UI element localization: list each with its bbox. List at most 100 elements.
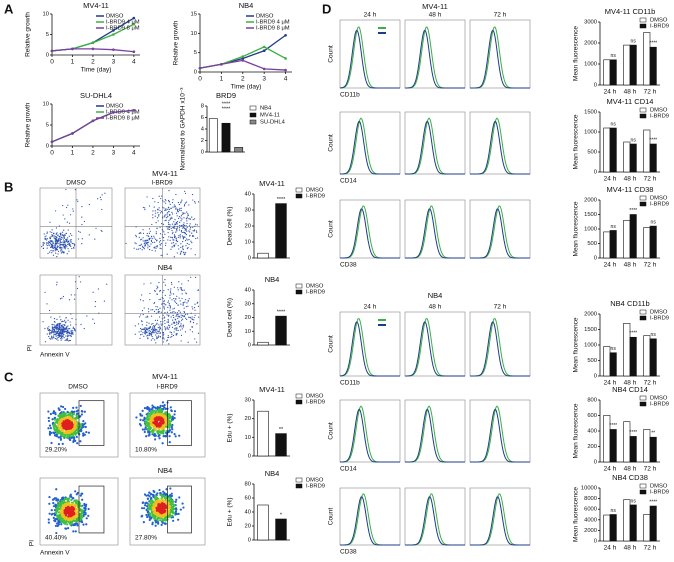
y-tick-label: 40: [245, 510, 251, 516]
flow-dot: [171, 299, 173, 301]
density-dot: [150, 493, 153, 496]
bar: [629, 436, 637, 463]
flow-dot: [142, 232, 145, 234]
density-dot: [52, 505, 56, 508]
y-tick-label: 2000: [584, 198, 597, 204]
flow-dot: [63, 337, 65, 339]
density-dot: [64, 430, 67, 434]
flow-dot: [52, 254, 55, 256]
flow-dot: [173, 300, 175, 302]
flow-dot: [156, 338, 158, 340]
flow-dot: [157, 212, 159, 214]
flow-dot: [163, 303, 165, 305]
density-dot: [57, 511, 60, 514]
density-dot: [79, 429, 82, 432]
flow-dot: [172, 231, 174, 233]
annotation: ns: [631, 498, 637, 504]
x-tick-label: 48 h: [624, 466, 637, 473]
flow-dot: [177, 329, 179, 332]
flow-dot: [177, 211, 179, 213]
density-dot: [55, 497, 58, 500]
density-dot: [168, 426, 171, 429]
flow-dot: [173, 245, 175, 248]
flow-dot: [58, 250, 60, 252]
flow-dot: [134, 325, 136, 327]
flow-dot: [170, 248, 172, 250]
flow-dot: [181, 293, 183, 295]
flow-dot: [54, 333, 56, 336]
flow-dot: [56, 331, 58, 334]
flow-dot: [54, 248, 56, 250]
flow-dot: [66, 332, 68, 335]
density-dot: [179, 508, 182, 511]
flow-dot: [158, 324, 160, 326]
flow-dot: [176, 332, 178, 335]
flow-dot: [167, 208, 169, 210]
flow-dot: [46, 303, 48, 305]
flow-dot: [163, 300, 165, 302]
density-dot: [170, 409, 173, 413]
y-tick-label: 3000: [584, 20, 597, 26]
flow-dot: [156, 246, 158, 248]
flow-dot: [152, 329, 154, 331]
density-dot: [61, 405, 65, 409]
flow-dot: [167, 206, 170, 208]
flow-dot: [62, 241, 64, 243]
point: [71, 132, 74, 135]
bar: [257, 504, 269, 541]
density-dot: [140, 414, 144, 417]
marker-label: CD14: [340, 466, 357, 473]
flow-dot: [148, 228, 151, 230]
flow-dot: [163, 305, 165, 307]
flow-dot: [197, 237, 199, 239]
y-tick-label: 2000: [584, 41, 597, 47]
flow-dot: [161, 324, 163, 326]
flow-dot: [185, 293, 187, 295]
flow-dot: [92, 318, 94, 320]
flow-dot: [59, 240, 61, 242]
flow-dot: [62, 327, 64, 329]
flow-dot: [156, 288, 158, 290]
flow-dot: [175, 207, 177, 209]
flow-dot: [153, 302, 155, 305]
flow-dot: [159, 233, 162, 235]
y-tick-label: 0: [201, 150, 204, 156]
flow-dot: [185, 317, 187, 319]
flow-dot: [149, 327, 151, 329]
density-dot: [148, 491, 151, 494]
flow-dot: [182, 238, 185, 240]
flow-dot: [163, 231, 165, 233]
flow-dot: [168, 223, 170, 225]
axis-label: Count: [328, 134, 335, 152]
flow-dot: [78, 276, 80, 278]
flow-dot: [184, 229, 186, 231]
bar: [234, 147, 244, 153]
y-tick-label: 1000: [584, 227, 597, 233]
axis-label: Count: [328, 45, 335, 63]
flow-dot: [145, 329, 147, 331]
legend-label: DMSO: [106, 104, 124, 110]
flow-dot: [168, 211, 170, 213]
density-dot: [72, 406, 75, 409]
density-dot: [151, 404, 154, 407]
density-dot: [64, 407, 67, 411]
histogram-box: [404, 111, 466, 175]
flow-dot: [193, 230, 195, 232]
flow-dot: [194, 276, 197, 278]
density-dot: [75, 414, 78, 417]
flow-dot: [56, 323, 59, 325]
flow-dot: [145, 331, 148, 333]
density-dot: [64, 496, 67, 499]
density-dot: [71, 411, 74, 414]
flow-dot: [59, 316, 61, 318]
flow-dot: [197, 305, 200, 307]
y-tick-label: 500: [587, 150, 597, 156]
density-dot: [48, 424, 52, 427]
flow-dot: [71, 242, 73, 245]
flow-dot: [186, 247, 188, 250]
flow-dot: [60, 250, 62, 252]
flow-dot: [182, 248, 184, 250]
flow-dot: [142, 237, 144, 239]
flow-dot: [64, 241, 66, 243]
density-dot: [156, 420, 159, 423]
